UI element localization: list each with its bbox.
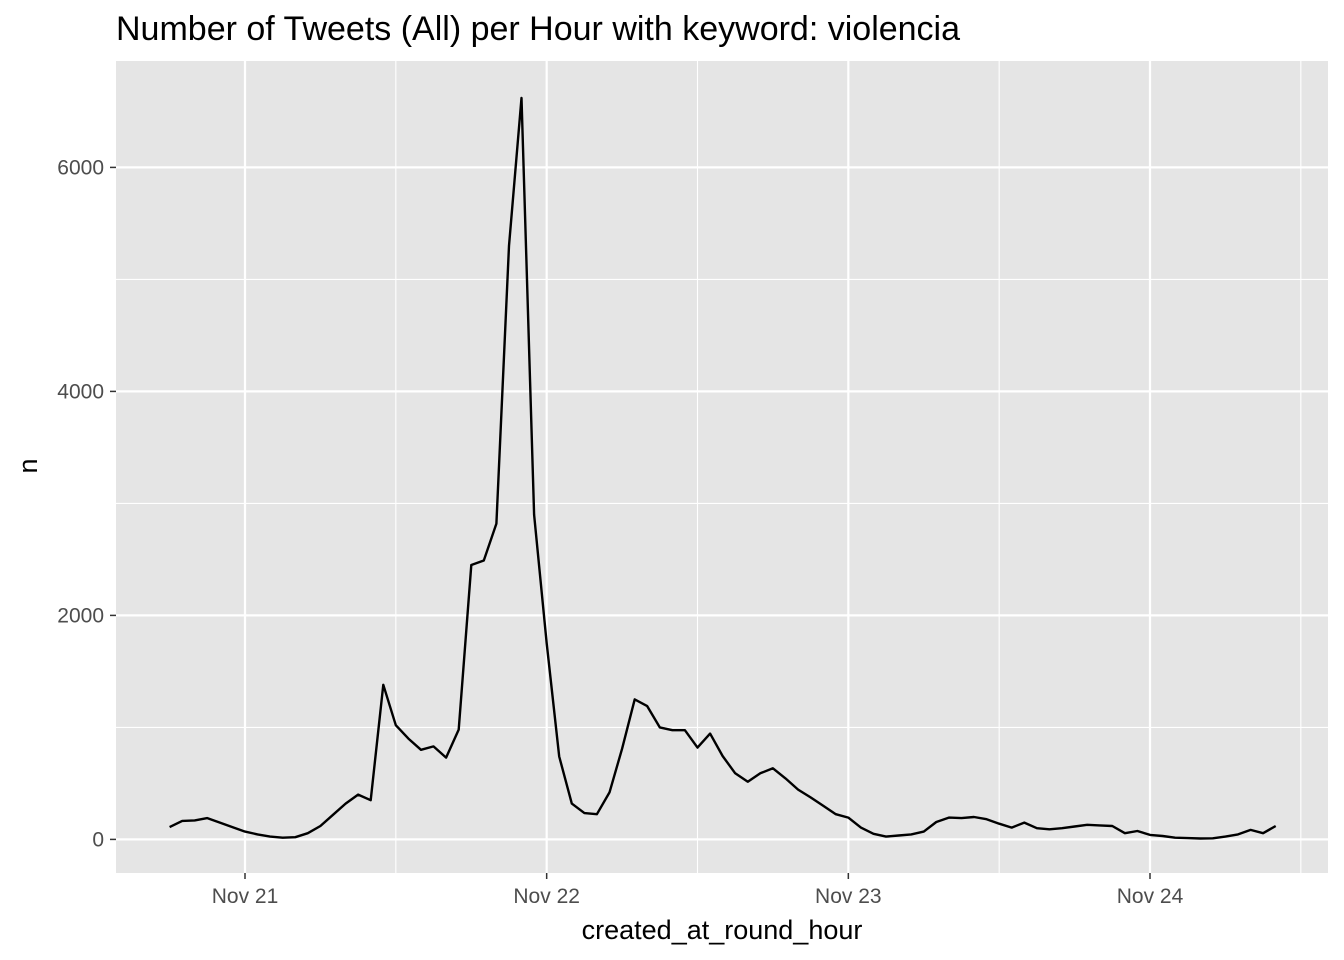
chart-title: Number of Tweets (All) per Hour with key… — [116, 10, 960, 48]
y-tick-label: 6000 — [57, 156, 104, 179]
x-axis-title: created_at_round_hour — [582, 915, 863, 945]
y-tick-label: 2000 — [57, 604, 104, 627]
major-gridlines — [116, 61, 1328, 873]
x-tick-label: Nov 23 — [815, 885, 882, 908]
x-tick-label: Nov 21 — [212, 885, 279, 908]
y-tick-label: 0 — [92, 828, 104, 851]
x-axis: Nov 21 Nov 22 Nov 23 Nov 24 — [212, 873, 1184, 908]
series-line — [169, 96, 1277, 840]
x-tick-label: Nov 24 — [1117, 885, 1184, 908]
x-tick-label: Nov 22 — [513, 885, 580, 908]
y-axis: 0 2000 4000 6000 — [57, 156, 116, 851]
minor-gridlines — [116, 61, 1328, 873]
y-axis-title: n — [13, 458, 43, 473]
y-tick-label: 4000 — [57, 380, 104, 403]
plot-panel — [116, 61, 1328, 873]
